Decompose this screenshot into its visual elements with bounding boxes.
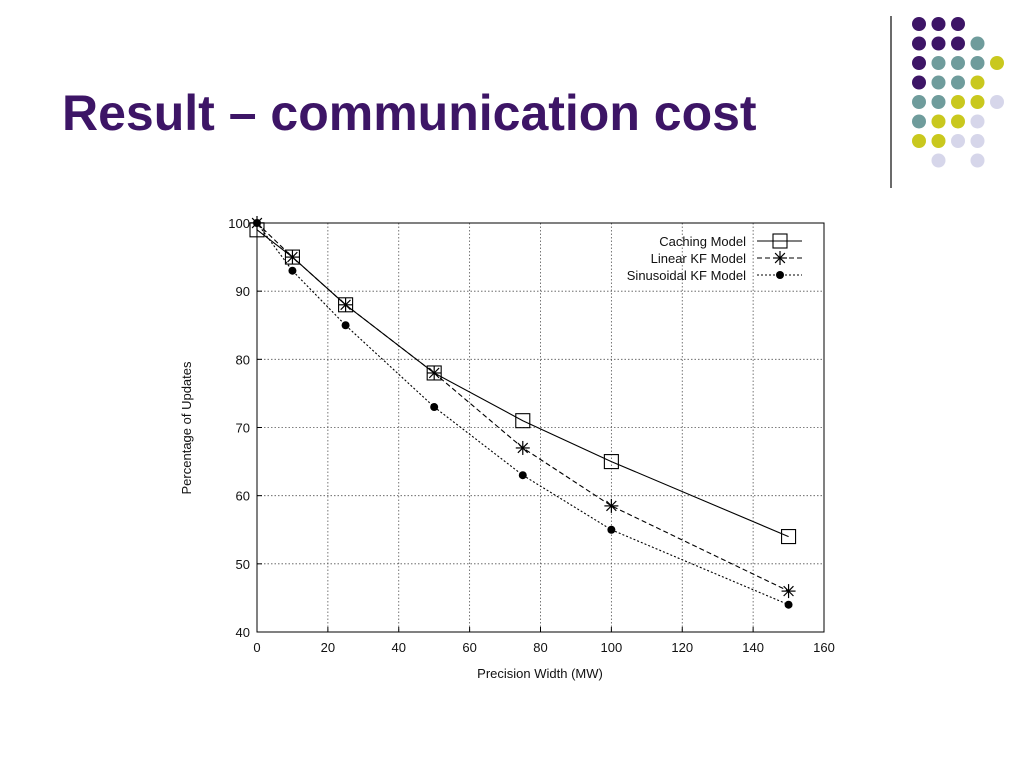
legend-entry: Sinusoidal KF Model xyxy=(627,268,802,283)
decorative-dot xyxy=(931,114,946,129)
decorative-dot xyxy=(931,95,946,109)
x-tick-label: 40 xyxy=(392,640,406,655)
decorative-dot xyxy=(912,134,926,148)
decorative-dot xyxy=(931,36,946,51)
legend-label: Caching Model xyxy=(659,234,746,249)
decorative-dot xyxy=(951,36,965,51)
series-dot xyxy=(253,219,793,609)
decorative-dot xyxy=(931,56,946,70)
x-tick-label: 20 xyxy=(321,640,335,655)
decorative-dot xyxy=(990,56,1004,70)
data-point-square xyxy=(515,413,531,429)
decorative-dot xyxy=(912,36,926,51)
decorative-divider xyxy=(890,16,892,188)
decorative-dot xyxy=(970,75,985,90)
decorative-dot xyxy=(970,153,985,168)
decorative-dot xyxy=(912,114,926,129)
data-point-asterisk xyxy=(781,584,796,599)
decorative-dot xyxy=(990,95,1004,109)
decorative-dot xyxy=(970,114,985,129)
data-point-square xyxy=(781,529,797,545)
data-point-asterisk xyxy=(338,297,353,312)
legend-marker xyxy=(773,251,787,265)
decorative-dot xyxy=(931,134,946,148)
legend-label: Linear KF Model xyxy=(651,251,746,266)
data-point-asterisk xyxy=(427,365,442,380)
decorative-dot xyxy=(951,134,965,148)
legend-marker xyxy=(772,233,788,249)
data-point-dot xyxy=(341,321,350,330)
y-axis-label: Percentage of Updates xyxy=(179,361,194,494)
decorative-dot xyxy=(912,56,926,70)
data-point-asterisk xyxy=(604,498,619,513)
decorative-dot xyxy=(951,95,965,109)
chart-legend: Caching Model Linear KF Model Sinusoidal K… xyxy=(627,233,802,283)
legend-marker xyxy=(776,271,784,279)
decorative-dot xyxy=(931,153,946,168)
y-tick-label: 90 xyxy=(236,284,250,299)
data-point-asterisk xyxy=(285,250,300,265)
y-tick-label: 40 xyxy=(236,625,250,640)
decorative-dot xyxy=(970,95,985,109)
x-tick-label: 0 xyxy=(253,640,260,655)
decorative-dot xyxy=(951,114,965,129)
data-point-dot xyxy=(288,266,297,275)
y-tick-label: 100 xyxy=(228,216,250,231)
decorative-dot xyxy=(912,75,926,90)
decorative-dot xyxy=(970,56,985,70)
decorative-dot xyxy=(951,17,965,31)
plot-frame xyxy=(256,222,825,633)
data-point-square xyxy=(603,454,619,470)
data-point-dot xyxy=(518,471,527,480)
decorative-dot xyxy=(970,134,985,148)
x-tick-label: 60 xyxy=(462,640,476,655)
chart-series xyxy=(249,216,797,609)
y-tick-label: 50 xyxy=(236,557,250,572)
legend-entry: Caching Model xyxy=(659,233,802,249)
chart-grid xyxy=(257,223,824,632)
decorative-dot xyxy=(931,75,946,90)
decorative-dot xyxy=(912,17,926,31)
decorative-dot xyxy=(912,95,926,109)
series-asterisk xyxy=(250,216,796,599)
y-tick-label: 80 xyxy=(236,352,250,367)
data-point-asterisk xyxy=(515,440,530,455)
data-point-dot xyxy=(784,600,793,609)
line-chart: 0 20 40 60 80 100 120 140 160 40 50 60 70 80 90 100 Cac… xyxy=(179,216,835,681)
data-point-dot xyxy=(607,525,616,534)
x-tick-label: 100 xyxy=(601,640,623,655)
legend-label: Sinusoidal KF Model xyxy=(627,268,746,283)
y-tick-label: 60 xyxy=(236,489,250,504)
y-tick-label: 70 xyxy=(236,421,250,436)
decorative-dot xyxy=(951,56,965,70)
decorative-dot xyxy=(970,36,985,51)
decorative-dot xyxy=(951,75,965,90)
data-point-dot xyxy=(253,219,261,227)
x-tick-label: 80 xyxy=(533,640,547,655)
slide-title: Result – communication cost xyxy=(62,85,757,141)
x-tick-label: 160 xyxy=(813,640,835,655)
data-point-dot xyxy=(430,403,439,412)
decorative-dot xyxy=(931,17,946,31)
x-tick-label: 140 xyxy=(742,640,764,655)
x-tick-label: 120 xyxy=(671,640,693,655)
x-axis-label: Precision Width (MW) xyxy=(477,666,603,681)
chart-axes: 0 20 40 60 80 100 120 140 160 40 50 60 70 80 90 100 xyxy=(228,216,835,655)
decorative-dot-pattern xyxy=(912,17,1004,168)
legend-entry: Linear KF Model xyxy=(651,251,802,266)
